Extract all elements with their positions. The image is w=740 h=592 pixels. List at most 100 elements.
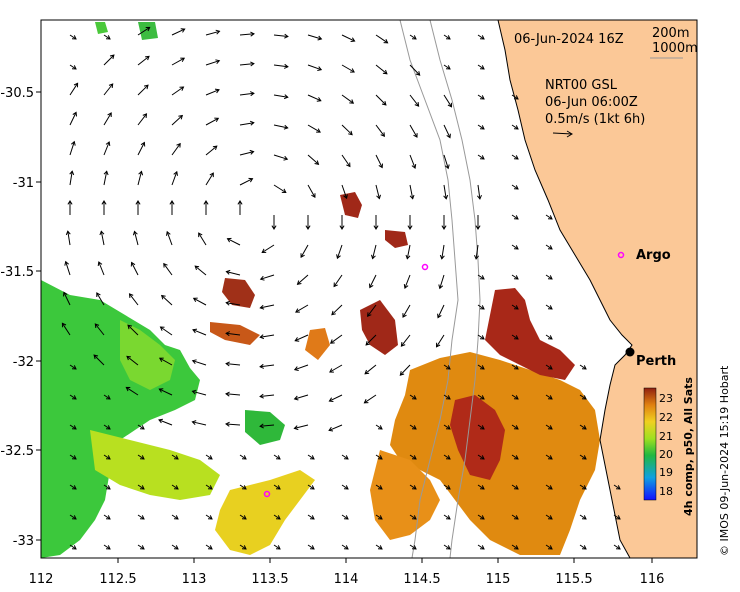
- current-vector-head: [139, 425, 145, 430]
- current-vector: [69, 112, 77, 126]
- current-vector-head: [194, 265, 200, 271]
- current-vector-head: [399, 371, 405, 376]
- current-vector-head: [69, 170, 75, 176]
- current-vector: [273, 514, 281, 520]
- current-vector: [511, 514, 519, 520]
- current-vector: [127, 324, 139, 336]
- current-vector: [273, 34, 288, 37]
- current-vector-head: [107, 112, 112, 117]
- current-vector-head: [479, 485, 485, 490]
- current-vector-head: [479, 455, 485, 460]
- current-vector: [409, 454, 417, 460]
- current-vector-head: [365, 340, 371, 346]
- current-vector-head: [547, 365, 553, 370]
- current-vector: [192, 360, 207, 366]
- current-vector: [158, 419, 173, 426]
- current-vector: [375, 124, 385, 137]
- x-tick-label: 116: [640, 572, 665, 587]
- current-vector: [511, 244, 519, 250]
- current-vector: [511, 394, 519, 400]
- current-vector-head: [309, 455, 315, 460]
- current-vector: [171, 484, 179, 490]
- current-vector: [307, 454, 315, 460]
- argo-float-marker: [263, 490, 271, 498]
- current-vector: [205, 172, 214, 186]
- current-vector: [205, 454, 213, 460]
- current-vector-head: [400, 342, 406, 347]
- current-vector: [192, 329, 207, 336]
- current-vector-head: [67, 200, 73, 205]
- current-vector: [225, 393, 241, 396]
- current-vector-head: [479, 35, 485, 40]
- current-vector: [171, 171, 178, 186]
- current-vector-head: [283, 94, 289, 100]
- current-vector-head: [275, 545, 281, 550]
- current-vector-head: [284, 33, 289, 39]
- current-vector: [613, 514, 621, 520]
- current-vector: [159, 357, 173, 366]
- current-vector: [103, 112, 112, 126]
- current-vector: [441, 244, 445, 259]
- current-vector: [511, 454, 519, 460]
- current-vector: [545, 304, 553, 310]
- current-vector-head: [259, 304, 265, 310]
- current-vector-head: [166, 230, 171, 236]
- current-vector: [273, 94, 288, 98]
- current-vector: [364, 394, 377, 404]
- current-vector: [579, 364, 587, 370]
- x-tick-label: 115: [486, 572, 511, 587]
- current-vector-head: [207, 485, 213, 490]
- current-vector: [137, 514, 145, 520]
- y-axis: -30.5 -31 -31.5 -32 -32.5 -33: [0, 86, 41, 549]
- current-vector-head: [513, 395, 519, 400]
- current-vector: [273, 544, 281, 550]
- current-vector-head: [139, 485, 145, 490]
- current-vector-head: [207, 515, 213, 520]
- current-vector: [98, 261, 105, 276]
- current-vector: [69, 454, 77, 460]
- current-vector: [273, 184, 287, 193]
- sst-patch-sw-yellowgreen: [90, 430, 220, 500]
- current-vector: [134, 231, 139, 246]
- current-vector-head: [364, 369, 370, 375]
- current-vector: [307, 484, 315, 490]
- current-vector-head: [311, 193, 316, 199]
- current-vector-head: [547, 485, 553, 490]
- current-vector-head: [296, 280, 302, 285]
- current-vector-head: [105, 141, 111, 146]
- current-vector: [103, 544, 111, 550]
- current-vector: [307, 64, 322, 71]
- current-vector-head: [241, 515, 247, 520]
- current-vector-head: [163, 262, 168, 268]
- current-vector-head: [180, 57, 186, 62]
- current-vector: [94, 323, 105, 336]
- sst-patch-nw-green: [95, 22, 108, 34]
- current-vector: [171, 57, 185, 66]
- current-vector-head: [377, 515, 383, 520]
- current-vector: [365, 334, 377, 346]
- current-vector: [103, 424, 111, 430]
- current-vector-head: [138, 170, 144, 176]
- current-vector: [443, 154, 449, 169]
- current-vector: [171, 28, 185, 36]
- current-vector-head: [139, 515, 145, 520]
- current-vector-head: [101, 200, 107, 205]
- current-vector-head: [377, 455, 383, 460]
- sst-patch-small-red-1: [340, 192, 362, 218]
- current-vector: [402, 304, 411, 318]
- current-vector: [160, 326, 173, 336]
- current-vector-head: [126, 355, 131, 361]
- current-vector-head: [329, 339, 335, 344]
- current-vector-head: [445, 365, 451, 370]
- current-vector: [409, 94, 419, 107]
- current-vector-head: [377, 485, 383, 490]
- current-vector-head: [343, 545, 349, 550]
- current-vector: [409, 184, 414, 199]
- current-vector: [443, 484, 451, 490]
- current-vector: [443, 514, 451, 520]
- colorbar-tick: 21: [659, 430, 673, 443]
- current-vector-head: [209, 172, 214, 178]
- sst-patch-s-green: [245, 410, 285, 445]
- current-vector-head: [474, 255, 479, 260]
- current-vector: [307, 544, 315, 550]
